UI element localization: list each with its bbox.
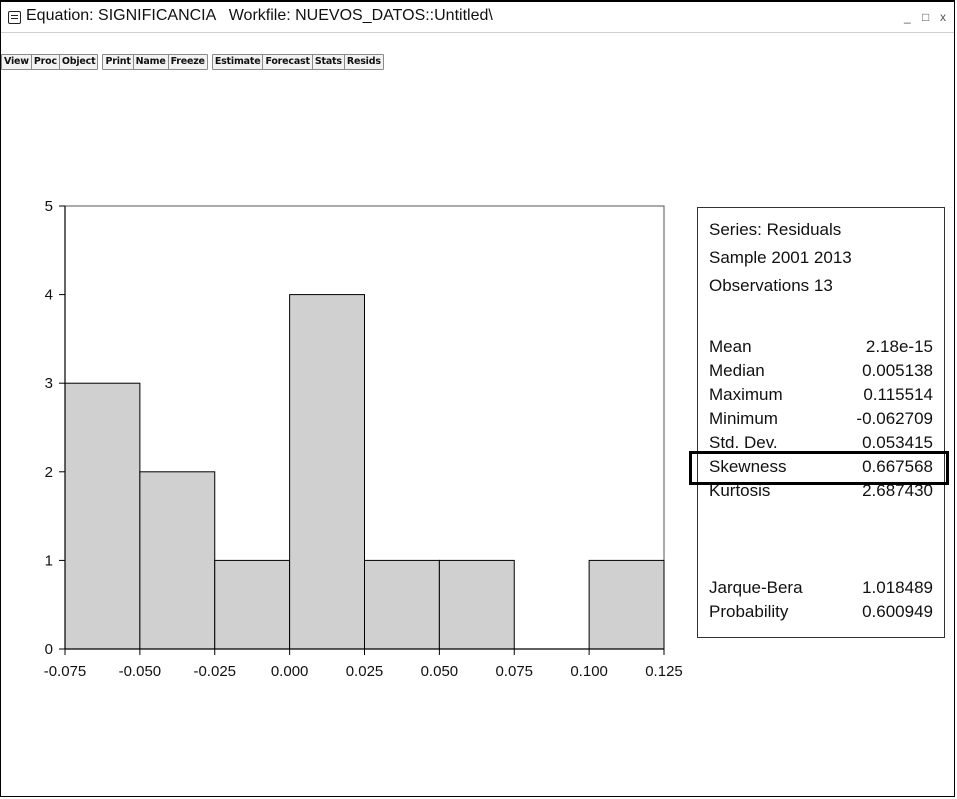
stat-value: 0.053415 xyxy=(862,433,933,452)
histogram-bar xyxy=(214,559,291,650)
stat-label: Median xyxy=(709,361,765,380)
stat-label: Kurtosis xyxy=(709,481,771,500)
y-tick-label: 1 xyxy=(45,552,53,569)
y-tick-label: 4 xyxy=(45,287,53,304)
stat-label: Mean xyxy=(709,337,752,356)
minimize-icon[interactable]: _ xyxy=(904,10,911,24)
stat-label: Probability xyxy=(709,602,789,621)
y-tick-label: 2 xyxy=(45,464,53,481)
stat-label: Jarque-Bera xyxy=(709,578,803,597)
toolbar-button-resids[interactable]: Resids xyxy=(343,54,384,70)
stat-value: 0.005138 xyxy=(862,361,933,380)
stat-value: 0.667568 xyxy=(862,457,933,476)
toolbar-button-proc[interactable]: Proc xyxy=(30,54,60,70)
stat-row-median: Median 0.005138 xyxy=(709,361,933,385)
x-tick-label: -0.075 xyxy=(44,663,87,680)
stat-row-skewness: Skewness 0.667568 xyxy=(709,457,933,481)
equation-window-icon[interactable] xyxy=(8,11,21,24)
descriptive-statistics-box: Series: Residuals Sample 2001 2013 Obser… xyxy=(697,207,945,638)
stat-label: Maximum xyxy=(709,385,783,404)
toolbar-button-forecast[interactable]: Forecast xyxy=(262,54,313,70)
stat-value: 2.687430 xyxy=(862,481,933,500)
stat-label: Minimum xyxy=(709,409,778,428)
toolbar-button-freeze[interactable]: Freeze xyxy=(167,54,208,70)
close-icon[interactable]: x xyxy=(940,10,946,24)
x-tick-label: 0.100 xyxy=(570,663,608,680)
observations-label: Observations 13 xyxy=(709,276,833,295)
histogram-bar xyxy=(64,382,141,650)
stat-row-mean: Mean 2.18e-15 xyxy=(709,337,933,361)
title-bar[interactable]: Equation: SIGNIFICANCIA Workfile: NUEVOS… xyxy=(1,2,954,33)
histogram-bar xyxy=(289,294,365,650)
equation-toolbar: View Proc Object Print Name Freeze Estimate For… xyxy=(1,54,384,72)
stat-row-probability: Probability 0.600949 xyxy=(709,602,933,626)
x-tick-label: 0.125 xyxy=(645,663,683,680)
histogram-bar xyxy=(588,559,665,650)
stat-value: -0.062709 xyxy=(856,409,933,428)
series-label: Series: Residuals xyxy=(709,220,842,239)
x-tick-label: -0.025 xyxy=(193,663,236,680)
histogram-bar xyxy=(139,471,216,650)
stat-label: Std. Dev. xyxy=(709,433,778,452)
stat-row-kurtosis: Kurtosis 2.687430 xyxy=(709,481,933,505)
stat-row-minimum: Minimum -0.062709 xyxy=(709,409,933,433)
x-tick-label: 0.025 xyxy=(346,663,384,680)
x-tick-label: -0.050 xyxy=(119,663,162,680)
stat-value: 1.018489 xyxy=(862,578,933,597)
stat-value: 0.600949 xyxy=(862,602,933,621)
y-tick-label: 5 xyxy=(45,198,53,215)
toolbar-button-view[interactable]: View xyxy=(1,54,32,70)
x-tick-label: 0.000 xyxy=(271,663,309,680)
sample-label: Sample 2001 2013 xyxy=(709,248,852,267)
y-tick-label: 3 xyxy=(45,375,53,392)
stat-value: 2.18e-15 xyxy=(865,337,933,356)
toolbar-button-object[interactable]: Object xyxy=(58,54,99,70)
toolbar-button-estimate[interactable]: Estimate xyxy=(211,54,264,70)
stat-row-maximum: Maximum 0.115514 xyxy=(709,385,933,409)
window-title: Equation: SIGNIFICANCIA Workfile: NUEVOS… xyxy=(26,7,493,24)
std-dev-highlight-box xyxy=(689,451,949,485)
restore-icon[interactable]: □ xyxy=(922,10,930,24)
stat-label: Skewness xyxy=(709,457,787,476)
x-tick-label: 0.075 xyxy=(495,663,533,680)
stat-row-std-dev: Std. Dev. 0.053415 xyxy=(709,433,933,457)
histogram-bar xyxy=(438,559,515,650)
y-tick-label: 0 xyxy=(45,641,53,658)
histogram-bar xyxy=(364,559,440,650)
x-tick-label: 0.050 xyxy=(421,663,459,680)
stat-row-jarque-bera: Jarque-Bera 1.018489 xyxy=(709,578,933,602)
stat-value: 0.115514 xyxy=(863,385,933,404)
